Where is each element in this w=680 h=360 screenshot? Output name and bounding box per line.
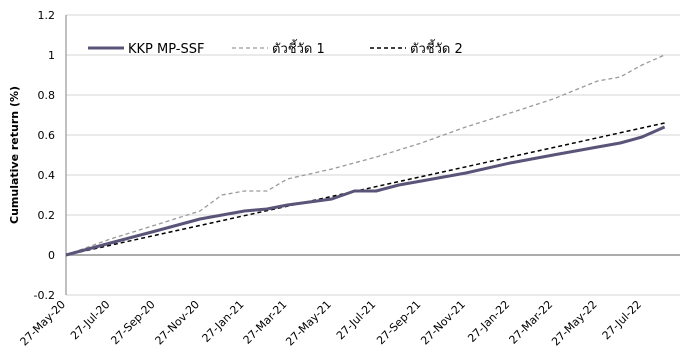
series-line-benchmark-2 [65, 122, 665, 256]
y-tick-label: 1.2 [38, 9, 56, 22]
x-tick-label: 27-Jul-22 [600, 298, 644, 342]
y-tick-label: 0 [48, 249, 55, 262]
x-tick-label: 27-Jan-21 [199, 298, 246, 345]
gridlines [66, 14, 680, 296]
legend-label-benchmark-2: ตัวชี้วัด 2 [410, 39, 463, 57]
series-line-benchmark-1 [65, 54, 665, 256]
x-tick-label: 27-Jan-22 [465, 298, 512, 345]
y-axis-label: Cumulative return (%) [8, 86, 21, 224]
x-tick-label: 27-Sep-21 [374, 298, 423, 347]
y-tick-label: 0.8 [38, 89, 56, 102]
legend-label-kkp: KKP MP-SSF [128, 42, 204, 57]
x-tick-label: 27-Jul-20 [68, 298, 112, 342]
y-tick-label: 0.4 [38, 169, 56, 182]
x-tick-label: 27-May-22 [549, 298, 600, 349]
x-tick-label: 27-Jul-21 [334, 298, 378, 342]
y-tick-label: 0.2 [38, 209, 56, 222]
x-tick-label: 27-Nov-21 [418, 298, 468, 348]
x-tick-labels: 27-May-20 27-Jul-2027-Sep-2027-Nov-2027-J… [18, 298, 645, 349]
y-tick-label: 1 [48, 49, 55, 62]
x-tick-label: 27-Sep-20 [108, 298, 157, 347]
series-lines [65, 54, 666, 257]
x-tick-label: 27-Nov-20 [153, 298, 203, 348]
x-tick-label: 27-May-20 [18, 298, 69, 349]
y-tick-label: -0.2 [34, 289, 55, 302]
legend-label-benchmark-1: ตัวชี้วัด 1 [272, 39, 325, 57]
x-tick-label: 27-May-21 [283, 298, 334, 349]
series-line-kkp [65, 125, 666, 257]
y-tick-label: 0.6 [38, 129, 56, 142]
legend: KKP MP-SSF ตัวชี้วัด 1 ตัวชี้วัด 2 [88, 39, 463, 57]
y-tick-labels: -0.2 0 0.2 0.4 0.6 0.8 1 1.2 [34, 9, 55, 302]
